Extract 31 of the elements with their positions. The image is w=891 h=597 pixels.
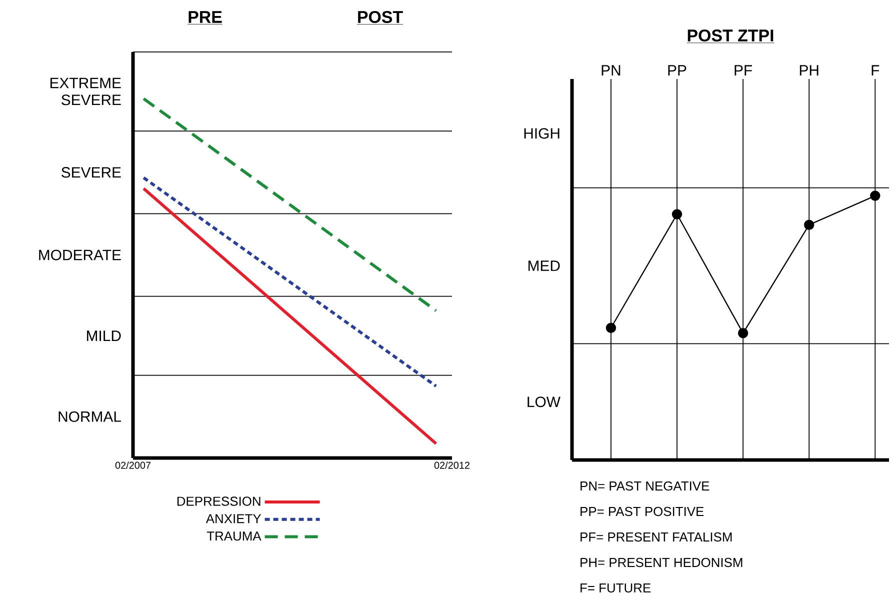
point xyxy=(606,322,616,333)
x-tick-label: PF xyxy=(734,65,752,76)
point xyxy=(804,220,814,230)
text: SEVERE xyxy=(62,167,121,178)
text: MILD xyxy=(87,330,121,341)
point xyxy=(870,190,880,201)
legend-label: ANXIETY xyxy=(206,514,262,524)
x-tick-label: F xyxy=(872,65,880,76)
legend-label: TRAUMA xyxy=(206,532,262,541)
text: PN= PAST NEGATIVE xyxy=(580,481,710,491)
chart-title: POST ZTPI xyxy=(688,30,774,42)
text: NORMAL xyxy=(58,411,121,422)
text: HIGH xyxy=(524,128,560,139)
text: PRE xyxy=(188,11,222,23)
point xyxy=(672,209,682,220)
x-tick-label: PP xyxy=(668,65,686,76)
text: F= FUTURE xyxy=(580,583,651,592)
text: PP= PAST POSITIVE xyxy=(580,506,704,516)
x-tick-label: PH xyxy=(800,65,818,76)
text: EXTREME SEVERE xyxy=(50,78,121,106)
text: LOW xyxy=(528,396,560,408)
point xyxy=(738,328,748,338)
x-tick-label: PN xyxy=(602,65,620,76)
text: PH= PRESENT HEDONISM xyxy=(580,558,742,568)
x-tick-label: 02/2012 xyxy=(434,462,470,469)
text: MODERATE xyxy=(39,250,121,260)
x-tick-label: 02/2007 xyxy=(115,462,151,469)
legend-label: DEPRESSION xyxy=(177,496,260,506)
text: MED xyxy=(528,260,560,271)
text: PF= PRESENT FATALISM xyxy=(580,532,732,542)
text: POST xyxy=(358,10,403,23)
